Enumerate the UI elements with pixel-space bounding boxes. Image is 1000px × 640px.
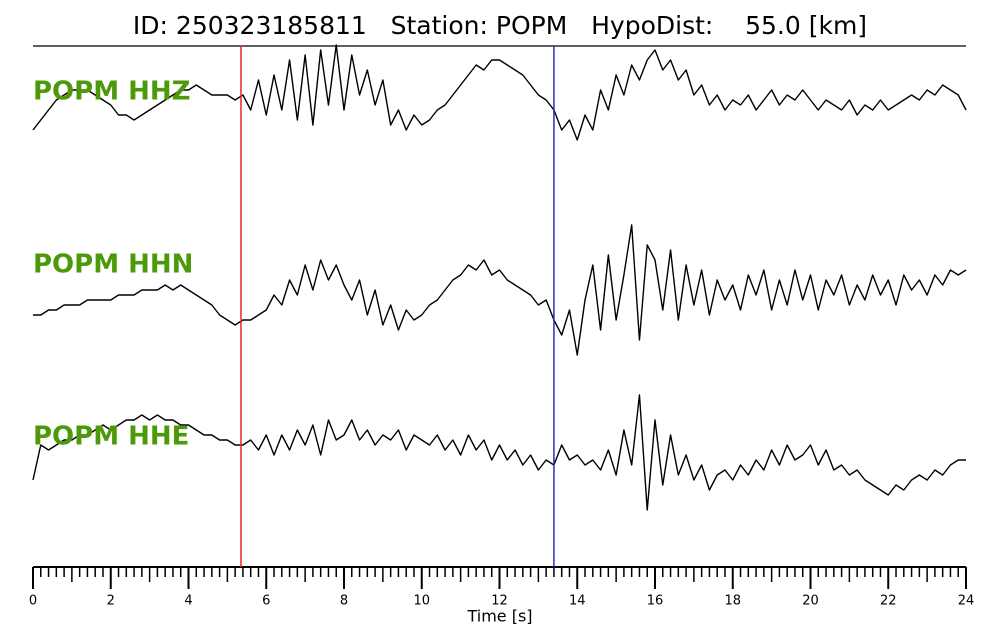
x-tick-label: 22 — [880, 594, 897, 609]
x-tick-label: 24 — [958, 594, 975, 609]
chart-title: ID: 250323185811 Station: POPM HypoDist:… — [133, 11, 867, 40]
trace — [33, 224, 967, 356]
trace-label: POPM HHZ — [33, 77, 191, 107]
x-tick-label: 4 — [184, 594, 192, 609]
trace-label: POPM HHN — [33, 250, 193, 280]
x-tick-label: 16 — [647, 594, 664, 609]
x-tick-label: 20 — [802, 594, 819, 609]
x-tick-label: 8 — [340, 594, 348, 609]
x-tick-label: 12 — [491, 594, 508, 609]
x-tick-label: 2 — [107, 594, 115, 609]
trace — [32, 44, 967, 141]
x-tick-label: 18 — [724, 594, 741, 609]
trace — [32, 394, 966, 511]
x-axis-label: Time [s] — [466, 607, 532, 626]
x-tick-label: 6 — [262, 594, 270, 609]
x-tick-label: 10 — [413, 594, 430, 609]
x-tick-label: 0 — [29, 594, 37, 609]
x-tick-label: 14 — [569, 594, 586, 609]
trace-label: POPM HHE — [33, 422, 189, 452]
